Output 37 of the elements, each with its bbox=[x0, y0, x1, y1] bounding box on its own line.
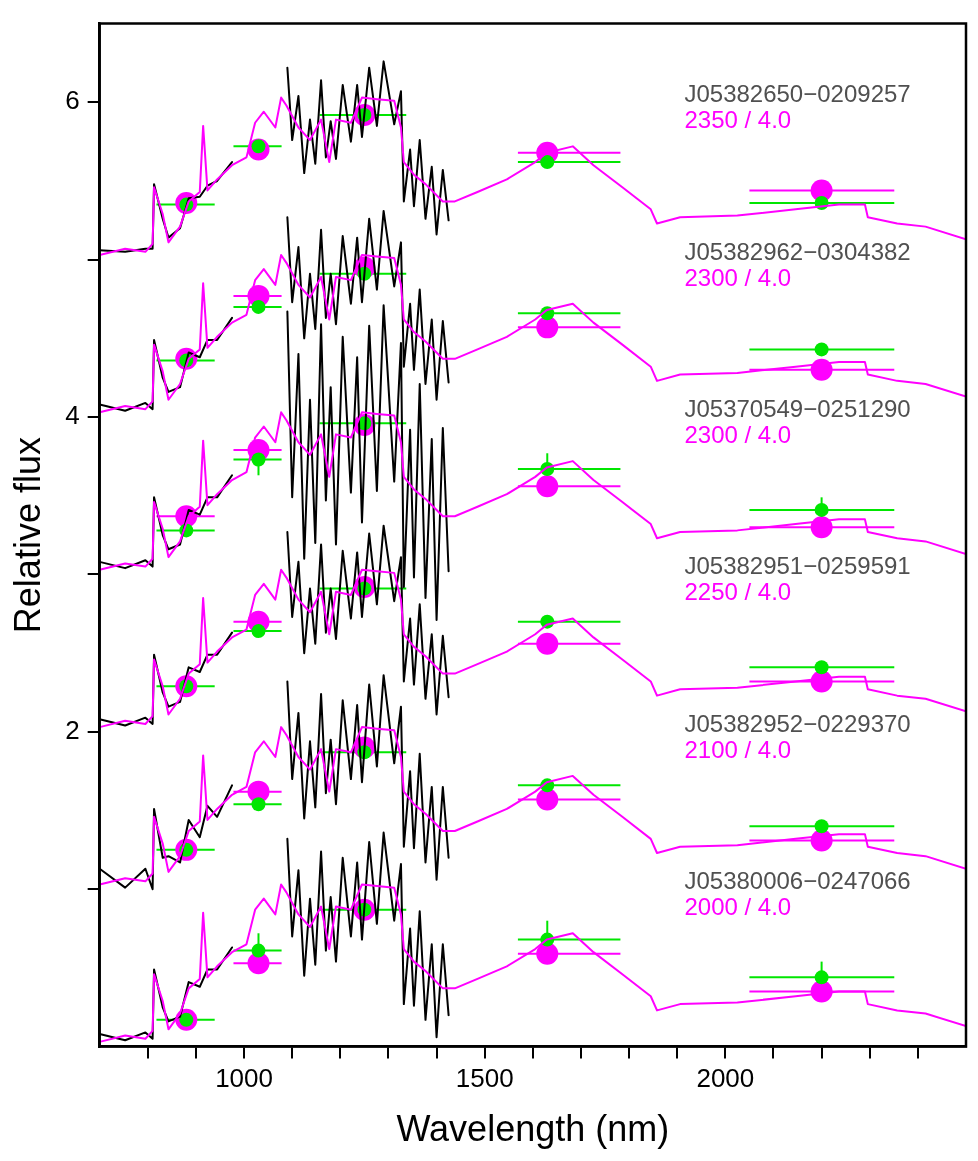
y-tick-label: 6 bbox=[65, 85, 80, 116]
x-tick-label: 2000 bbox=[696, 1063, 755, 1094]
annotation: 2300 / 4.0 bbox=[684, 420, 792, 448]
point bbox=[814, 970, 829, 985]
point bbox=[251, 624, 266, 639]
point bbox=[536, 942, 559, 965]
point bbox=[536, 632, 559, 655]
point bbox=[251, 299, 266, 314]
y-axis-title: Relative flux bbox=[6, 437, 48, 634]
annotation: 2100 / 4.0 bbox=[684, 735, 792, 763]
point bbox=[536, 788, 559, 811]
annotation: J05382952−0229370 bbox=[684, 709, 911, 737]
point bbox=[814, 819, 829, 834]
point bbox=[251, 797, 266, 812]
x-axis-title: Wavelength (nm) bbox=[396, 1108, 670, 1150]
annotation: 2300 / 4.0 bbox=[684, 263, 792, 291]
x-tick-label: 1500 bbox=[455, 1063, 514, 1094]
point bbox=[540, 155, 555, 170]
point bbox=[251, 943, 266, 958]
point bbox=[536, 316, 559, 339]
annotation: 2250 / 4.0 bbox=[684, 578, 792, 606]
x-tick-label: 1000 bbox=[215, 1063, 273, 1094]
point bbox=[814, 502, 829, 517]
point bbox=[814, 660, 829, 675]
point bbox=[536, 475, 559, 498]
annotation: 2000 / 4.0 bbox=[684, 893, 792, 921]
annotation: J05380006−0247066 bbox=[684, 867, 911, 895]
annotation: J05382962−0304382 bbox=[684, 237, 911, 265]
annotation: 2350 / 4.0 bbox=[684, 106, 792, 134]
annotation: J05382650−0209257 bbox=[684, 80, 911, 108]
y-tick-label: 4 bbox=[65, 400, 80, 431]
y-tick-label: 2 bbox=[65, 715, 80, 745]
annotation: J05370549−0251290 bbox=[684, 394, 911, 422]
annotation: J05382951−0259591 bbox=[684, 552, 911, 580]
point bbox=[251, 452, 266, 467]
point bbox=[810, 358, 833, 381]
point bbox=[814, 342, 829, 357]
